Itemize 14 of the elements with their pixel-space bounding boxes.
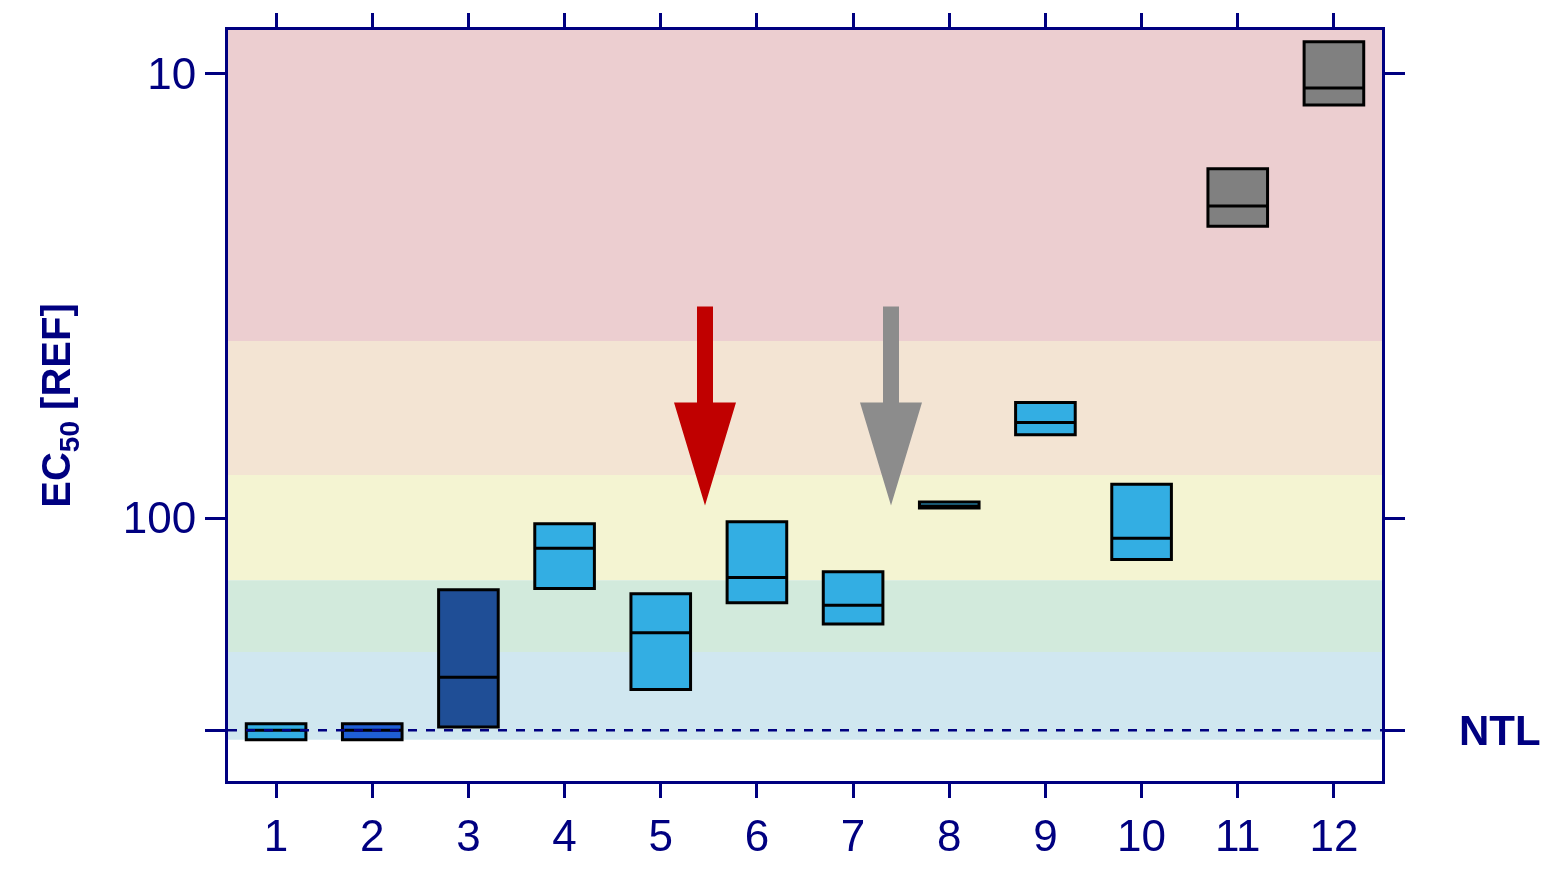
x-tick-label: 12 <box>1309 810 1359 860</box>
x-tick-label: 8 <box>937 810 962 860</box>
x-tick-label: 6 <box>744 810 770 860</box>
x-tick-label: 7 <box>840 810 866 860</box>
x-tick-label: 3 <box>456 810 481 860</box>
x-tick-label: 10 <box>1117 810 1167 860</box>
x-tick-label: 1 <box>263 810 289 860</box>
y-tick-label: 100 <box>122 493 197 543</box>
x-tick-label: 11 <box>1214 810 1261 860</box>
ref-line-label: NTL <box>1459 707 1541 754</box>
x-tick-label: 4 <box>552 810 577 860</box>
x-tick-label: 2 <box>360 810 385 860</box>
x-tick-label: 9 <box>1033 810 1058 860</box>
x-tick-label: 5 <box>648 810 673 860</box>
